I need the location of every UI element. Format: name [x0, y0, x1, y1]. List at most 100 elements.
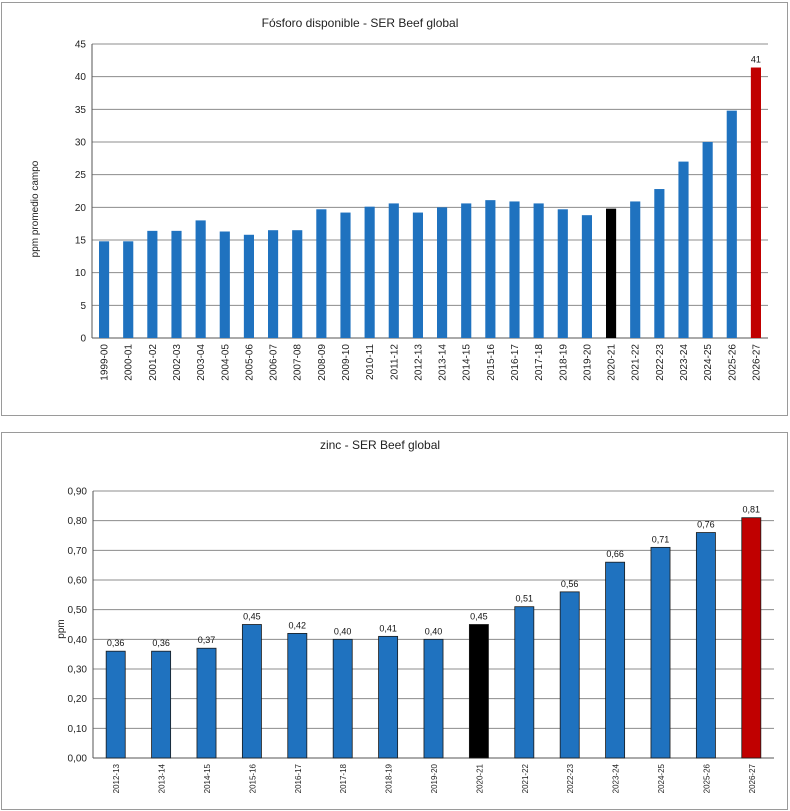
- x-tick-label: 2018-19: [558, 344, 569, 381]
- bar: [196, 647, 217, 759]
- bar: [606, 208, 617, 338]
- x-tick-label: 2003-04: [196, 344, 207, 381]
- x-tick-label: 2007-08: [293, 344, 304, 381]
- bar: [241, 624, 262, 759]
- x-tick-label: 2012-13: [413, 344, 424, 381]
- x-tick-label: 2025-26: [702, 763, 711, 793]
- y-tick-label: 35: [75, 105, 87, 116]
- data-label: 0,36: [152, 638, 170, 648]
- x-tick-label: 2019-20: [582, 344, 593, 381]
- x-tick-label: 2023-24: [679, 344, 690, 381]
- x-tick-label: 2016-17: [510, 344, 521, 381]
- bar: [581, 215, 592, 338]
- y-tick-label: 0,40: [68, 635, 88, 646]
- y-tick-label: 0,60: [68, 576, 88, 587]
- x-tick-label: 2020-21: [475, 763, 484, 793]
- y-tick-label: 15: [75, 236, 87, 247]
- y-tick-label: 0,90: [68, 487, 88, 498]
- bar: [741, 517, 762, 759]
- x-tick-label: 2021-22: [631, 344, 642, 381]
- data-label: 0,51: [516, 594, 534, 604]
- x-tick-label: 2008-09: [317, 344, 328, 381]
- x-tick-label: 2025-26: [727, 344, 738, 381]
- x-tick-label: 2015-16: [248, 763, 257, 793]
- data-label: 0,76: [697, 520, 715, 530]
- x-tick-label: 2022-23: [655, 344, 666, 381]
- x-tick-label: 2018-19: [385, 763, 394, 793]
- chart-fosforo: Fósforo disponible - SER Beef global ppm…: [30, 16, 768, 381]
- bar: [171, 230, 182, 338]
- x-tick-label: 2009-10: [341, 344, 352, 381]
- data-label: 0,66: [606, 549, 624, 559]
- y-axis-label: ppm promedio campo: [30, 160, 41, 257]
- bar: [678, 161, 689, 338]
- bar: [726, 110, 737, 338]
- x-tick-label: 2026-27: [748, 763, 757, 793]
- bar: [461, 203, 472, 338]
- bar: [509, 201, 520, 338]
- x-tick-label: 2017-18: [339, 763, 348, 793]
- bar: [364, 206, 375, 338]
- data-label: 0,40: [334, 626, 352, 636]
- bar: [388, 203, 399, 338]
- y-tick-label: 0: [80, 334, 86, 345]
- x-tick-label: 2014-15: [462, 344, 473, 381]
- x-tick-label: 2020-21: [607, 344, 618, 381]
- bar: [292, 230, 303, 338]
- bar: [243, 234, 254, 338]
- x-tick-label: 2011-12: [389, 344, 400, 380]
- bar: [378, 635, 399, 759]
- y-tick-label: 5: [80, 301, 86, 312]
- y-tick-label: 45: [75, 40, 87, 51]
- bar: [147, 230, 158, 338]
- x-tick-label: 2026-27: [751, 344, 762, 381]
- y-tick-label: 20: [75, 203, 87, 214]
- bar: [423, 638, 444, 759]
- x-tick-label: 2004-05: [220, 344, 231, 381]
- data-label: 0,45: [470, 612, 488, 622]
- y-tick-label: 0,30: [68, 665, 88, 676]
- x-tick-label: 2021-22: [521, 763, 530, 793]
- bar: [437, 207, 448, 338]
- bar: [287, 632, 308, 759]
- chart-title: zinc - SER Beef global: [320, 438, 440, 452]
- data-label: 0,56: [561, 579, 579, 589]
- data-label: 0,42: [289, 620, 307, 630]
- bar: [195, 220, 206, 338]
- y-tick-label: 0,50: [68, 605, 88, 616]
- x-tick-label: 2024-25: [703, 344, 714, 381]
- data-label: 0,40: [425, 626, 443, 636]
- bar: [99, 241, 110, 338]
- y-axis-label: ppm: [56, 619, 67, 638]
- bar: [557, 209, 568, 338]
- chart-title: Fósforo disponible - SER Beef global: [262, 16, 459, 30]
- y-tick-label: 0,70: [68, 546, 88, 557]
- bar: [123, 241, 134, 338]
- y-tick-label: 0,10: [68, 724, 88, 735]
- x-tick-label: 2016-17: [294, 763, 303, 793]
- x-tick-label: 2019-20: [430, 763, 439, 793]
- x-tick-label: 2013-14: [438, 344, 449, 381]
- x-tick-label: 2006-07: [269, 344, 280, 381]
- bar: [630, 201, 641, 338]
- y-tick-label: 0,20: [68, 694, 88, 705]
- y-tick-label: 40: [75, 72, 87, 83]
- x-tick-label: 2005-06: [244, 344, 255, 381]
- data-label: 41: [751, 55, 761, 65]
- x-tick-label: 2001-02: [148, 344, 159, 381]
- chart-zinc: zinc - SER Beef global ppm 0,00 0,10 0,20 0…: [56, 438, 774, 793]
- data-label: 0,71: [652, 534, 670, 544]
- x-tick-label: 2023-24: [612, 763, 621, 793]
- bar: [559, 591, 580, 759]
- x-tick-label: 2012-13: [112, 763, 121, 793]
- x-tick-label: 2017-18: [534, 344, 545, 381]
- bar: [654, 189, 665, 338]
- bar: [750, 67, 761, 339]
- bar: [268, 230, 279, 338]
- bar: [468, 624, 489, 759]
- bar: [316, 209, 327, 338]
- bar: [340, 212, 351, 338]
- x-tick-label: 2024-25: [657, 763, 666, 793]
- x-tick-label: 2000-01: [124, 344, 135, 381]
- x-tick-label: 2022-23: [566, 763, 575, 793]
